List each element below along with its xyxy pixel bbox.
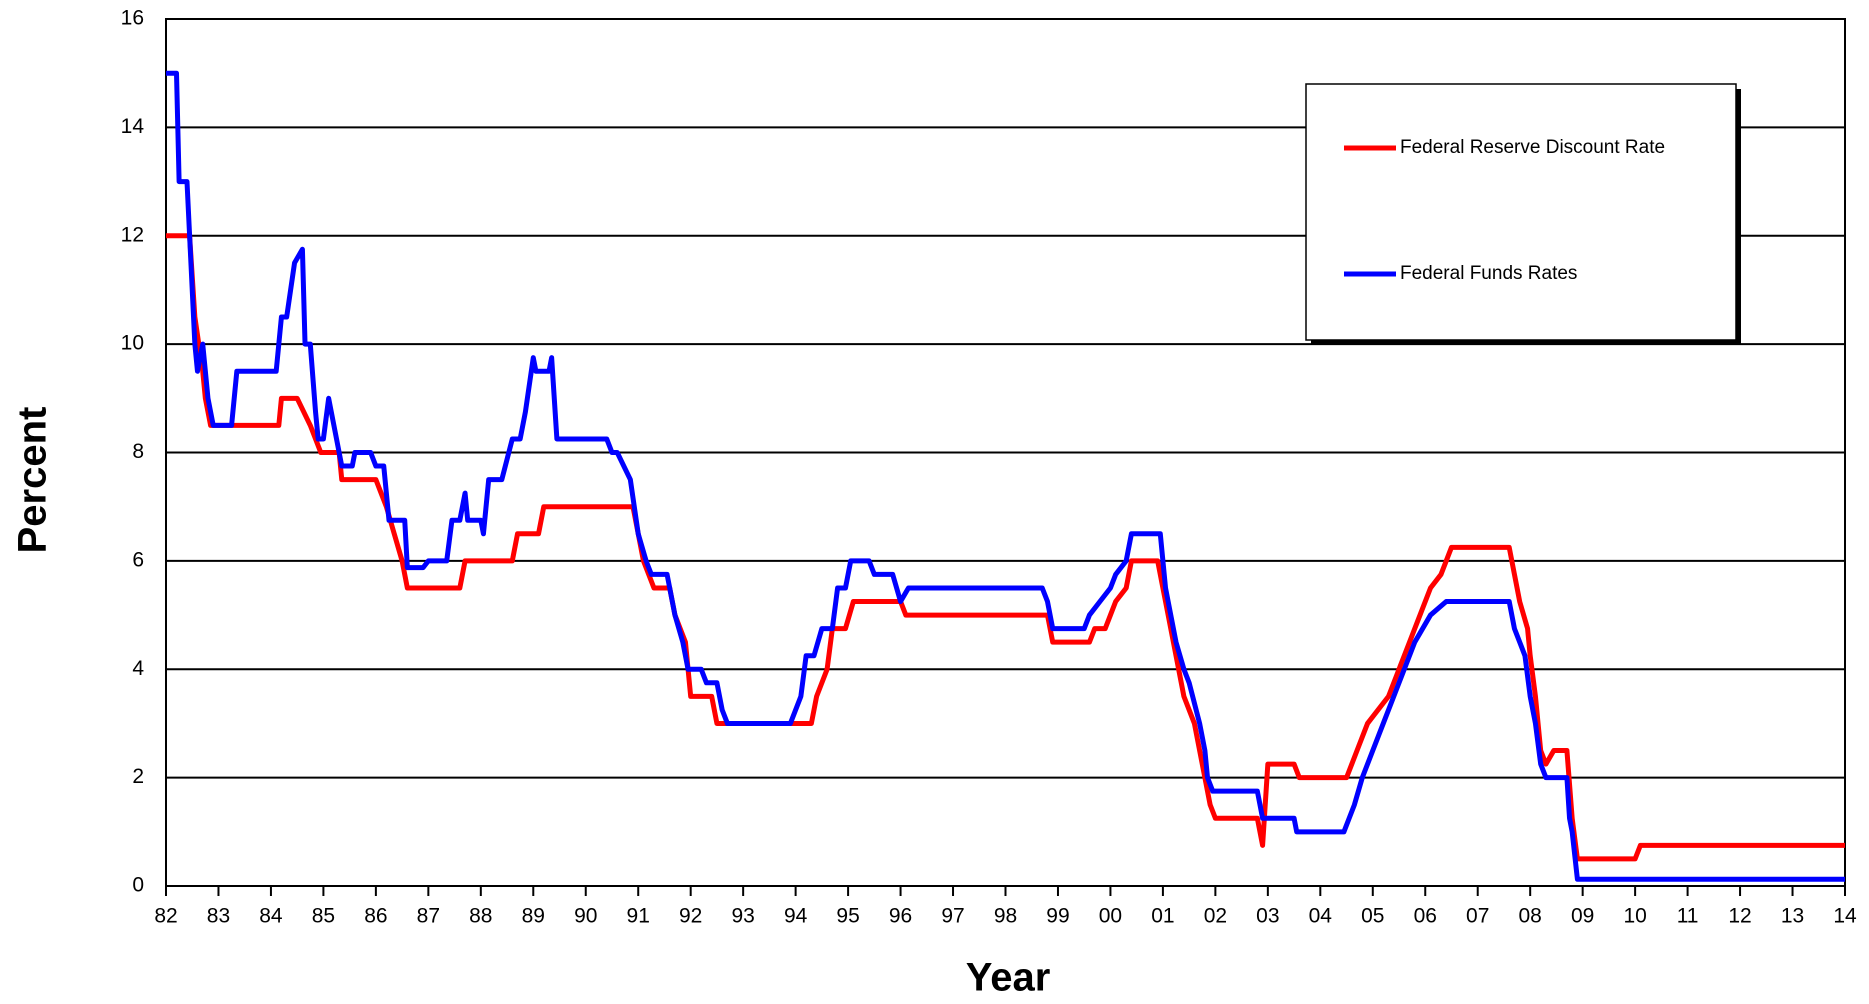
- x-tick-label: 14: [1833, 905, 1857, 928]
- series-line: [166, 70, 1845, 882]
- x-tick-label: 06: [1414, 905, 1437, 928]
- x-tick-label: 00: [1099, 905, 1122, 928]
- x-tick-label: 89: [522, 905, 545, 928]
- x-tick-label: 09: [1571, 905, 1594, 928]
- legend: [1305, 83, 1737, 341]
- x-tick-label: 85: [312, 905, 335, 928]
- x-tick-label: 84: [259, 905, 283, 928]
- plot-frame: [165, 18, 1846, 887]
- x-tick-label: 93: [731, 905, 754, 928]
- x-tick-label: 04: [1309, 905, 1333, 928]
- x-tick-label: 87: [417, 905, 440, 928]
- y-tick-label: 2: [132, 765, 144, 788]
- x-tick-label: 96: [889, 905, 912, 928]
- x-tick-label: 05: [1361, 905, 1384, 928]
- x-tick-label: 97: [941, 905, 964, 928]
- x-tick-label: 03: [1256, 905, 1279, 928]
- x-tick-label: 88: [469, 905, 492, 928]
- y-tick-label: 0: [132, 874, 144, 897]
- x-axis-title: Year: [966, 956, 1051, 1000]
- y-tick-label: 6: [132, 548, 144, 571]
- x-tick-label: 86: [364, 905, 387, 928]
- x-tick-label: 92: [679, 905, 702, 928]
- x-tick-label: 83: [207, 905, 230, 928]
- x-tick-label: 82: [154, 905, 177, 928]
- x-tick-label: 90: [574, 905, 597, 928]
- x-tick-label: 98: [994, 905, 1017, 928]
- x-tick-label: 07: [1466, 905, 1489, 928]
- x-tick-label: 01: [1151, 905, 1174, 928]
- y-tick-label: 4: [132, 657, 144, 680]
- x-tick-label: 91: [627, 905, 650, 928]
- y-axis-title: Percent: [11, 407, 55, 554]
- x-tick-label: 08: [1519, 905, 1542, 928]
- y-tick-label: 8: [132, 440, 144, 463]
- x-tick-label: 12: [1728, 905, 1751, 928]
- x-tick-label: 99: [1046, 905, 1069, 928]
- x-tick-label: 11: [1677, 905, 1699, 928]
- y-tick-label: 16: [121, 7, 144, 30]
- y-tick-label: 10: [121, 332, 144, 355]
- legend-label: Federal Reserve Discount Rate: [1400, 137, 1665, 158]
- x-tick-label: 94: [784, 905, 808, 928]
- x-tick-label: 95: [836, 905, 859, 928]
- x-tick-label: 13: [1781, 905, 1804, 928]
- x-tick-label: 02: [1204, 905, 1227, 928]
- y-tick-label: 12: [121, 223, 144, 246]
- series-line: [166, 233, 1845, 862]
- x-tick-label: 10: [1623, 905, 1646, 928]
- y-tick-label: 14: [121, 115, 145, 138]
- legend-label: Federal Funds Rates: [1400, 263, 1577, 284]
